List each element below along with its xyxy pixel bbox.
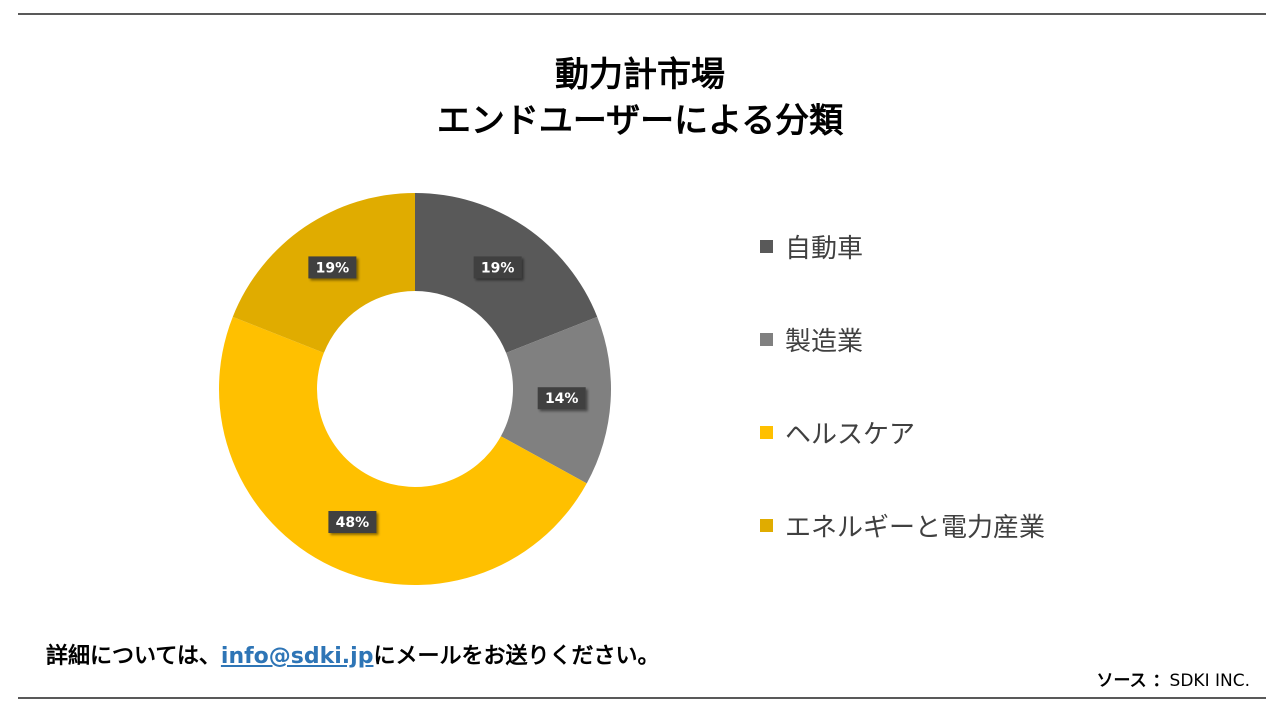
data-label-box-1 (537, 387, 586, 410)
donut-chart: 19% 14% 48% 19% (219, 193, 611, 585)
data-label-2: 48% (328, 511, 377, 534)
source-label: ソース ： (1096, 671, 1170, 691)
data-label-box-0 (473, 256, 522, 279)
legend-swatch (760, 518, 773, 532)
legend-item-3: エネルギーと電力産業 (760, 505, 1045, 545)
legend-label: 製造業 (785, 326, 864, 357)
legend-label: エネルギーと電力産業 (785, 512, 1046, 543)
chart-title-line-1: 動力計市場 (555, 55, 725, 95)
bottom-divider (18, 697, 1266, 699)
legend-swatch (760, 332, 773, 346)
legend-swatch (760, 239, 773, 253)
email-link[interactable]: info@sdki.jp (220, 644, 374, 669)
source-credit: ソース ：SDKI INC. (1096, 666, 1250, 691)
chart-title: 動力計市場 エンドユーザーによる分類 (0, 52, 1280, 144)
contact-note: 詳細については、info@sdki.jpにメールをお送りください。 (46, 638, 659, 670)
contact-note-suffix: にメールをお送りください。 (373, 644, 660, 669)
legend-label: ヘルスケア (785, 419, 916, 450)
data-label-0: 19% (473, 256, 522, 279)
data-label-3: 19% (308, 256, 357, 279)
chart-title-line-2: エンドユーザーによる分類 (436, 101, 844, 141)
legend-item-0: 自動車 (760, 226, 863, 266)
data-label-text-1: 14% (545, 391, 579, 407)
contact-note-prefix: 詳細については、 (46, 644, 221, 669)
top-divider (18, 13, 1266, 15)
data-label-1: 14% (537, 387, 586, 410)
legend-item-1: 製造業 (760, 319, 863, 359)
data-label-text-0: 19% (481, 260, 515, 276)
legend-swatch (760, 425, 773, 439)
legend-label: 自動車 (785, 233, 864, 264)
source-value: SDKI INC. (1169, 671, 1250, 691)
data-label-text-3: 19% (316, 260, 350, 276)
slice-2 (219, 316, 587, 585)
legend-item-2: ヘルスケア (760, 412, 915, 452)
data-label-box-2 (328, 511, 377, 534)
data-label-text-2: 48% (336, 515, 370, 531)
data-label-box-3 (308, 256, 357, 279)
